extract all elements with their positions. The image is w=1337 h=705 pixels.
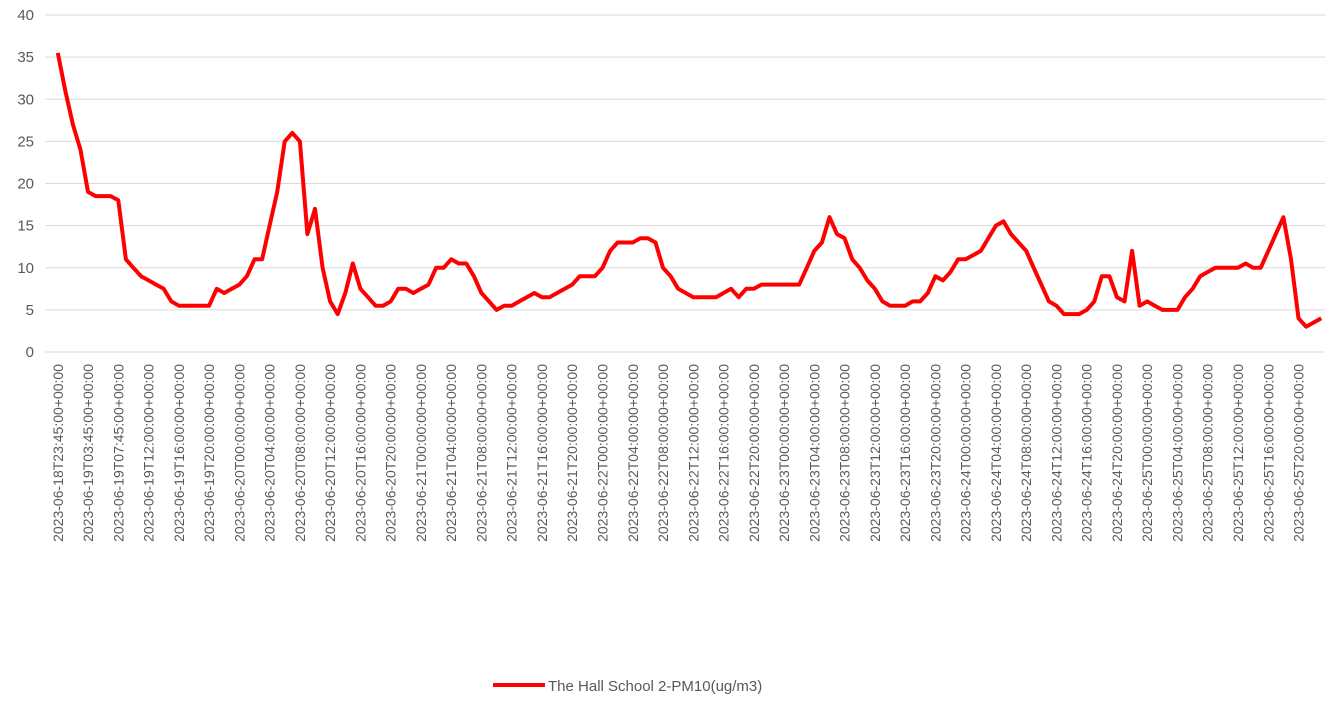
x-tick-label: 2023-06-21T20:00:00+00:00: [564, 364, 580, 542]
y-tick-label: 10: [17, 260, 34, 277]
x-tick-label: 2023-06-21T12:00:00+00:00: [504, 364, 520, 542]
x-tick-label: 2023-06-23T08:00:00+00:00: [837, 364, 853, 542]
x-tick-label: 2023-06-22T12:00:00+00:00: [685, 364, 701, 542]
x-tick-label: 2023-06-22T08:00:00+00:00: [655, 364, 671, 542]
x-tick-label: 2023-06-19T07:45:00+00:00: [110, 364, 126, 542]
x-tick-label: 2023-06-23T04:00:00+00:00: [806, 364, 822, 542]
y-tick-label: 15: [17, 218, 34, 235]
legend-label: The Hall School 2-PM10(ug/m3): [548, 678, 762, 695]
y-tick-label: 30: [17, 91, 34, 108]
x-tick-label: 2023-06-22T00:00:00+00:00: [594, 364, 610, 542]
x-tick-label: 2023-06-24T16:00:00+00:00: [1079, 364, 1095, 542]
x-tick-label: 2023-06-20T20:00:00+00:00: [383, 364, 399, 542]
x-tick-label: 2023-06-24T08:00:00+00:00: [1018, 364, 1034, 542]
x-tick-label: 2023-06-24T04:00:00+00:00: [988, 364, 1004, 542]
x-tick-label: 2023-06-21T16:00:00+00:00: [534, 364, 550, 542]
x-tick-label: 2023-06-25T12:00:00+00:00: [1230, 364, 1246, 542]
x-tick-label: 2023-06-23T16:00:00+00:00: [897, 364, 913, 542]
y-tick-label: 20: [17, 176, 34, 193]
x-tick-label: 2023-06-25T04:00:00+00:00: [1169, 364, 1185, 542]
x-tick-label: 2023-06-23T12:00:00+00:00: [867, 364, 883, 542]
y-tick-label: 40: [17, 7, 34, 24]
x-tick-label: 2023-06-25T00:00:00+00:00: [1139, 364, 1155, 542]
y-tick-label: 35: [17, 49, 34, 66]
x-tick-label: 2023-06-18T23:45:00+00:00: [50, 364, 66, 542]
x-tick-label: 2023-06-24T20:00:00+00:00: [1109, 364, 1125, 542]
y-tick-label: 25: [17, 133, 34, 150]
x-tick-label: 2023-06-20T00:00:00+00:00: [231, 364, 247, 542]
x-tick-label: 2023-06-21T00:00:00+00:00: [413, 364, 429, 542]
y-tick-label: 0: [26, 344, 34, 361]
x-tick-label: 2023-06-23T00:00:00+00:00: [776, 364, 792, 542]
data-line: [55, 52, 1323, 329]
x-tick-label: 2023-06-24T00:00:00+00:00: [958, 364, 974, 542]
x-tick-label: 2023-06-22T16:00:00+00:00: [716, 364, 732, 542]
x-tick-label: 2023-06-20T08:00:00+00:00: [292, 364, 308, 542]
x-tick-label: 2023-06-22T20:00:00+00:00: [746, 364, 762, 542]
y-tick-label: 5: [26, 302, 34, 319]
x-tick-label: 2023-06-19T12:00:00+00:00: [141, 364, 157, 542]
x-tick-label: 2023-06-19T20:00:00+00:00: [201, 364, 217, 542]
x-tick-label: 2023-06-25T20:00:00+00:00: [1291, 364, 1307, 542]
x-tick-label: 2023-06-19T03:45:00+00:00: [80, 364, 96, 542]
x-tick-label: 2023-06-21T04:00:00+00:00: [443, 364, 459, 542]
x-tick-label: 2023-06-25T08:00:00+00:00: [1200, 364, 1216, 542]
x-tick-label: 2023-06-21T08:00:00+00:00: [473, 364, 489, 542]
x-tick-label: 2023-06-24T12:00:00+00:00: [1048, 364, 1064, 542]
x-tick-label: 2023-06-20T04:00:00+00:00: [262, 364, 278, 542]
x-tick-label: 2023-06-25T16:00:00+00:00: [1260, 364, 1276, 542]
x-tick-label: 2023-06-20T16:00:00+00:00: [352, 364, 368, 542]
x-tick-label: 2023-06-22T04:00:00+00:00: [625, 364, 641, 542]
x-tick-label: 2023-06-19T16:00:00+00:00: [171, 364, 187, 542]
x-tick-label: 2023-06-23T20:00:00+00:00: [927, 364, 943, 542]
x-tick-label: 2023-06-20T12:00:00+00:00: [322, 364, 338, 542]
